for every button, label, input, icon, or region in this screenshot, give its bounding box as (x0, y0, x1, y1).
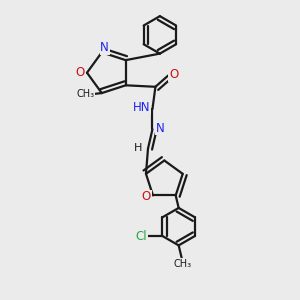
Text: O: O (142, 190, 151, 203)
Text: O: O (169, 68, 178, 81)
Text: H: H (134, 143, 143, 153)
Text: CH₃: CH₃ (173, 259, 192, 269)
Text: N: N (100, 41, 109, 54)
Text: N: N (155, 122, 164, 135)
Text: CH₃: CH₃ (76, 89, 94, 99)
Text: O: O (75, 66, 84, 79)
Text: HN: HN (132, 101, 150, 114)
Text: Cl: Cl (135, 230, 147, 242)
